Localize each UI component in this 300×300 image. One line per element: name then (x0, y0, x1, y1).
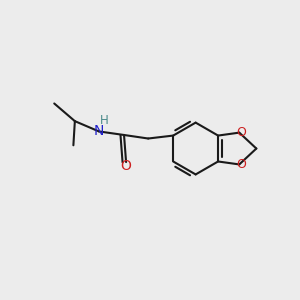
Text: O: O (121, 159, 131, 173)
Text: N: N (94, 124, 104, 138)
Text: H: H (100, 114, 109, 127)
Text: O: O (236, 126, 246, 139)
Text: O: O (236, 158, 246, 171)
